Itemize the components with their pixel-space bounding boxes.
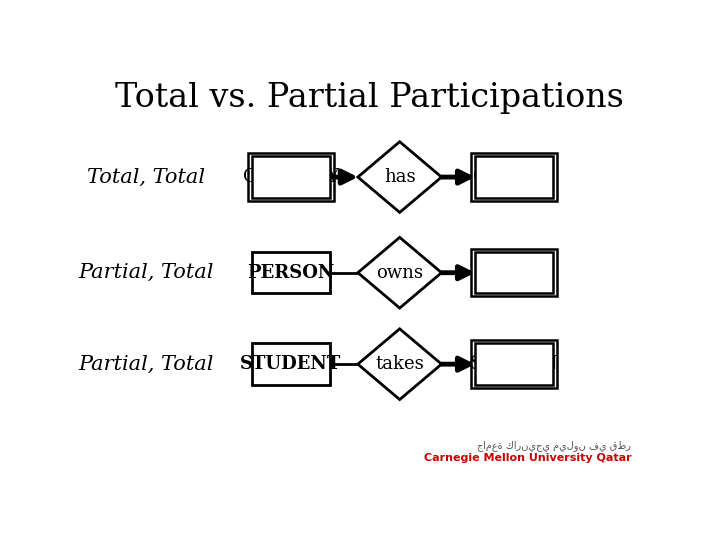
Bar [475,156,553,198]
Bar [252,252,330,294]
Text: STUDENT: STUDENT [240,355,341,373]
Text: جامعة كارنيجي ميلون في قطر: جامعة كارنيجي ميلون في قطر [477,440,631,451]
Text: CAPITAL: CAPITAL [473,168,555,186]
Text: Total vs. Partial Participations: Total vs. Partial Participations [114,82,624,114]
Text: has: has [384,168,415,186]
Bar [252,343,330,385]
Bar [475,343,553,385]
Text: Total, Total: Total, Total [87,167,204,186]
Bar [475,252,553,294]
Text: SECTION: SECTION [469,355,559,373]
Text: PERSON: PERSON [247,264,335,282]
Text: COUNTRY: COUNTRY [243,168,339,186]
Polygon shape [358,141,441,212]
Text: Partial, Total: Partial, Total [78,263,214,282]
Text: Partial, Total: Partial, Total [78,355,214,374]
Text: Carnegie Mellon University Qatar: Carnegie Mellon University Qatar [423,453,631,463]
Polygon shape [358,329,441,400]
Bar [252,156,330,198]
Bar [248,153,334,201]
Text: owns: owns [376,264,423,282]
Text: takes: takes [375,355,424,373]
Bar [471,249,557,296]
Bar [471,153,557,201]
Text: CAR: CAR [494,264,534,282]
Polygon shape [358,238,441,308]
Bar [471,341,557,388]
